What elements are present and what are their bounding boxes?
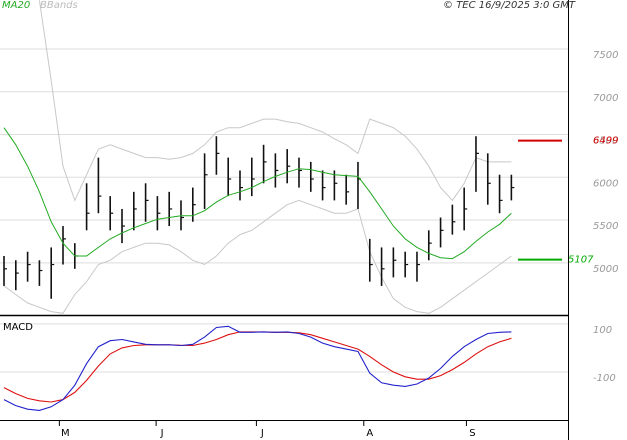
y-tick-label: 7500 [593, 50, 618, 61]
x-tick-label: M [61, 428, 70, 439]
macd-line [3, 325, 512, 411]
level-label: 6499 [593, 136, 618, 147]
y-tick-label: -100 [593, 373, 616, 384]
grid-layer [0, 48, 568, 373]
y-tick-label: 6000 [593, 178, 618, 189]
x-tick-label: J [160, 428, 164, 439]
x-tick-label: S [469, 428, 475, 439]
y-tick-label: 5000 [593, 264, 618, 275]
y-tick-label: 6500 [593, 136, 618, 147]
source: © TEC 16/9/2025 3:0 GMT [443, 0, 576, 11]
x-tick-label: J [260, 428, 264, 439]
y-tick-label: 100 [593, 325, 612, 336]
level-label: 5107 [568, 255, 594, 266]
price-panel [3, 0, 515, 314]
y-tick-label: 7000 [593, 93, 618, 104]
bband-upper [38, 0, 512, 202]
macd-panel [3, 325, 512, 411]
legend-bbands: BBands [40, 0, 78, 11]
axes-layer: 7500 7000 6500 6000 5500 5000 6499 5107 100 -100 M… [58, 50, 618, 439]
macd-title: MACD [3, 322, 33, 333]
y-tick-label: 5500 [593, 221, 618, 232]
legend-ma20: MA20 [2, 0, 30, 11]
bband-lower [3, 199, 512, 314]
x-tick-label: A [366, 428, 373, 439]
ma20-line [3, 127, 512, 260]
